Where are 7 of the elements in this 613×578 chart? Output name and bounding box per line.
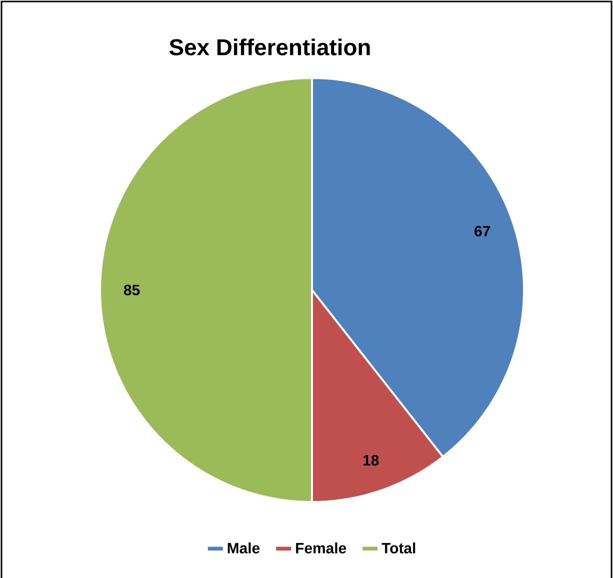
legend-label: Total (382, 542, 416, 554)
data-label: 85 (124, 284, 140, 296)
data-label: 67 (474, 226, 490, 236)
legend-label: Male (228, 542, 260, 554)
data-label: 18 (363, 455, 379, 466)
chart-title: Sex Differentiation (169, 38, 370, 56)
legend-label: Female (296, 542, 346, 554)
